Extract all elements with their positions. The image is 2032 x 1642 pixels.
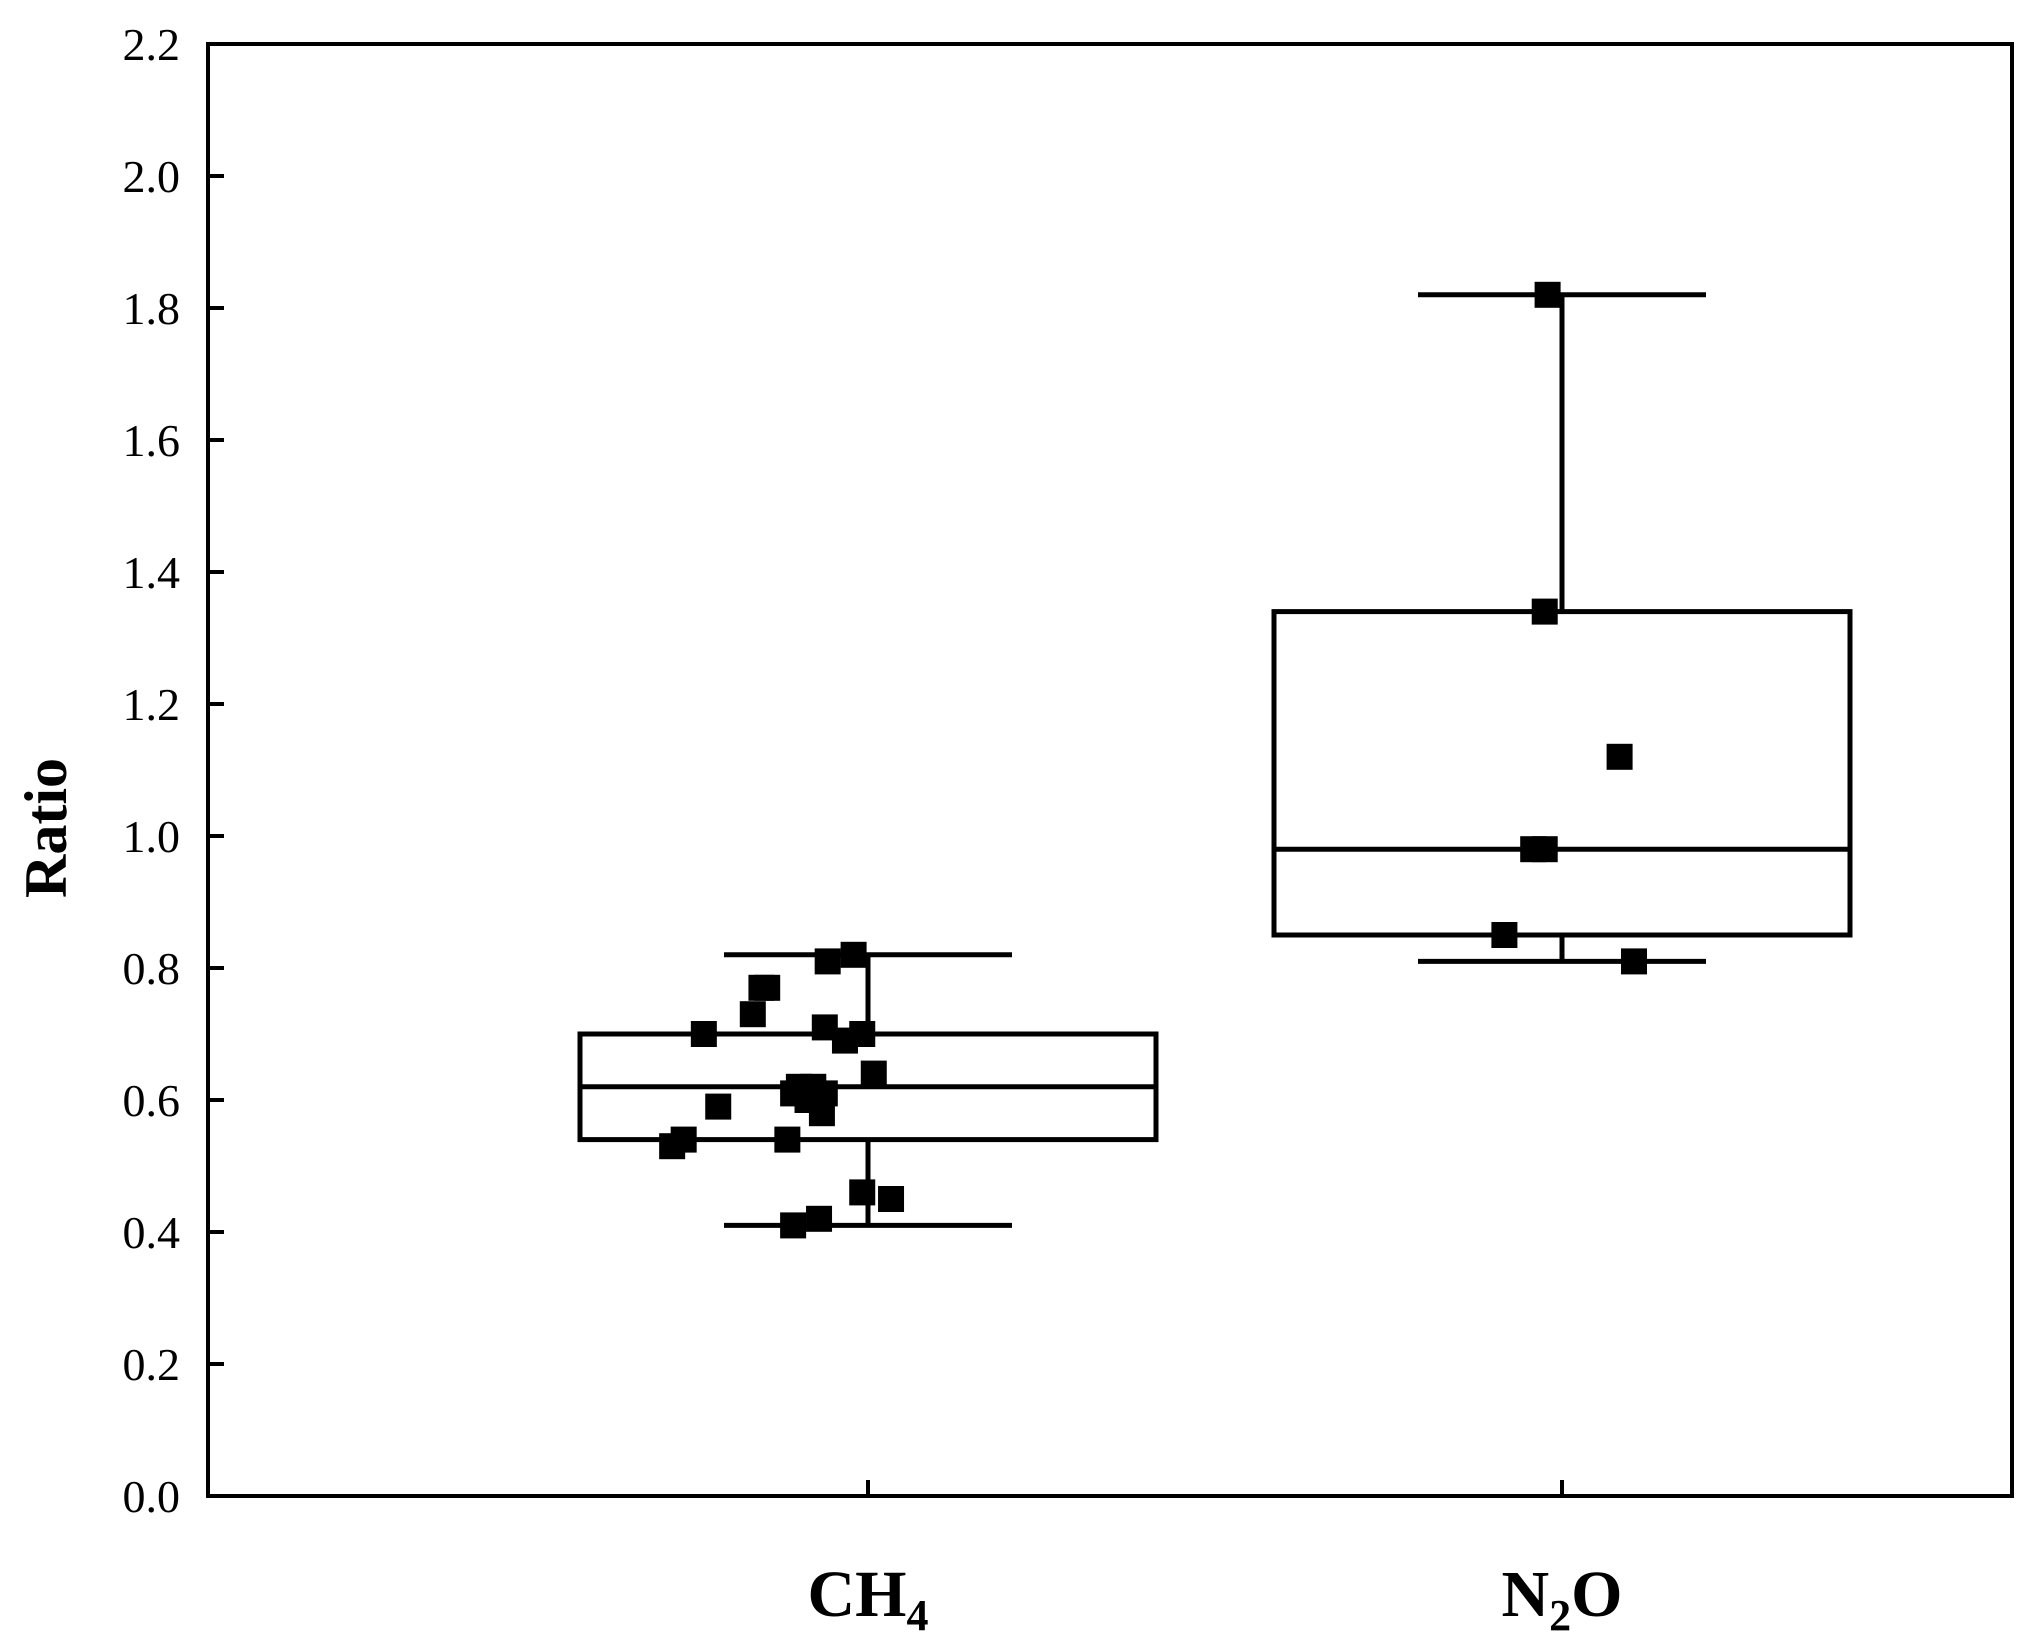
data-point bbox=[1621, 948, 1647, 975]
data-point bbox=[1606, 743, 1633, 770]
y-tick-label: 0.0 bbox=[123, 1471, 181, 1522]
data-point bbox=[748, 974, 775, 1001]
data-point bbox=[849, 1021, 876, 1047]
data-point bbox=[806, 1205, 833, 1232]
y-axis-title: Ratio bbox=[13, 758, 79, 898]
x-category-label: CH4 bbox=[808, 1558, 929, 1640]
box-iqr bbox=[1271, 609, 1853, 938]
y-tick-label: 1.4 bbox=[123, 547, 181, 598]
data-point bbox=[739, 1001, 766, 1028]
data-point bbox=[1531, 836, 1558, 863]
data-point bbox=[1491, 922, 1518, 948]
y-tick-label: 2.2 bbox=[123, 19, 181, 70]
y-tick-label: 2.0 bbox=[123, 151, 181, 202]
data-point bbox=[690, 1021, 717, 1047]
plot-frame bbox=[206, 42, 2014, 1498]
x-category-label: N2O bbox=[1501, 1558, 1622, 1640]
data-point bbox=[705, 1093, 732, 1120]
data-point bbox=[808, 1100, 835, 1127]
data-point bbox=[659, 1133, 686, 1160]
plot-area: 0.0 0.2 0.4 0.6 0.8 1.0 1.2 1.4 1.6 1.8 2.0 2.2 CH4 N… bbox=[123, 19, 2014, 1640]
data-point bbox=[1534, 281, 1561, 308]
data-point bbox=[840, 941, 867, 968]
y-tick-label: 0.2 bbox=[123, 1339, 181, 1390]
y-tick-label: 1.6 bbox=[123, 415, 181, 466]
y-tick-label: 1.0 bbox=[123, 811, 181, 862]
data-point bbox=[878, 1186, 905, 1212]
y-tick-label: 1.2 bbox=[123, 679, 181, 730]
data-point bbox=[780, 1212, 807, 1239]
data-point bbox=[849, 1179, 876, 1206]
y-tick-label: 1.8 bbox=[123, 283, 181, 334]
y-tick-label: 0.6 bbox=[123, 1075, 181, 1126]
data-point bbox=[774, 1126, 801, 1153]
y-tick-label: 0.8 bbox=[123, 943, 181, 994]
y-tick-label: 0.4 bbox=[123, 1207, 181, 1258]
data-point bbox=[1531, 598, 1558, 625]
data-point bbox=[860, 1060, 887, 1087]
data-point bbox=[814, 948, 841, 975]
